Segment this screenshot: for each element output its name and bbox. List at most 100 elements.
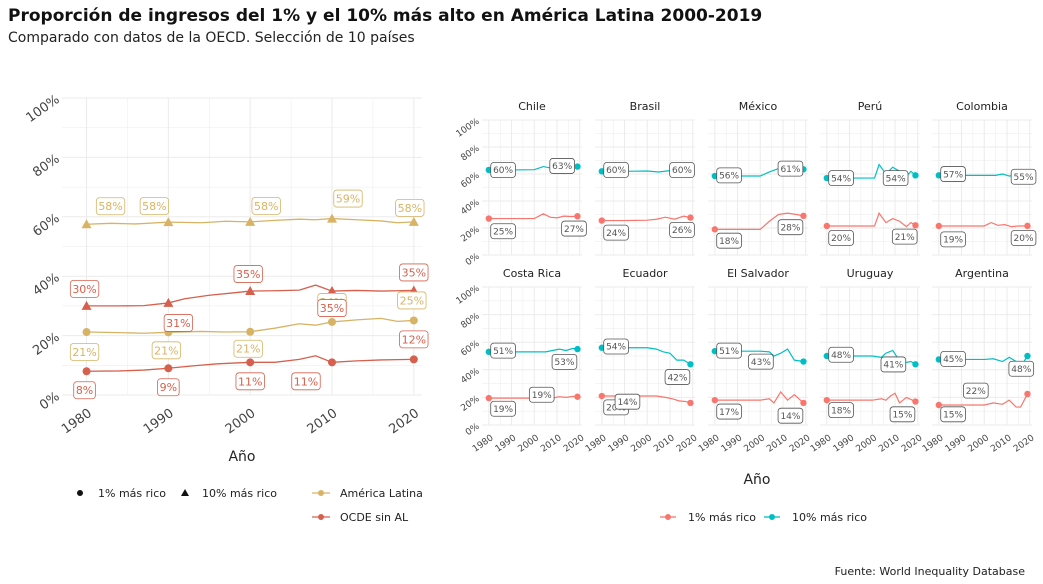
panel-data-label-box xyxy=(614,393,641,410)
facet-x-tick-label: 2010 xyxy=(877,433,902,454)
panel-data-label: 15% xyxy=(943,411,963,421)
panel-data-label-box xyxy=(748,353,774,370)
data-label: 35% xyxy=(320,302,344,315)
panel-data-label: 61% xyxy=(780,165,800,175)
facet-x-tick-label: 1990 xyxy=(832,433,857,454)
data-point-triangle xyxy=(163,297,174,307)
legend-color-icon xyxy=(318,514,324,520)
panel-data-label-box xyxy=(828,170,854,187)
x-tick-label: 1990 xyxy=(141,406,177,437)
legend-color-icon xyxy=(318,490,324,496)
facet-x-tick-label: 2020 xyxy=(900,433,925,454)
panel-data-label: 51% xyxy=(719,347,739,357)
data-point-circle xyxy=(82,367,91,376)
data-point-triangle xyxy=(408,216,419,226)
data-point-circle xyxy=(164,364,173,373)
facet-x-tick-label: 1980 xyxy=(697,433,722,454)
panel-data-label: 57% xyxy=(943,170,963,180)
panel-data-label-box xyxy=(1010,168,1037,185)
panel-data-label: 63% xyxy=(552,162,572,172)
panel-data-label-box xyxy=(889,406,916,423)
facet-y-tick-label: 0% xyxy=(464,251,482,268)
panel-data-label-box xyxy=(891,228,918,245)
panel-data-label-box xyxy=(940,166,966,182)
x-tick-label: 2010 xyxy=(305,406,341,437)
panel-data-label-box xyxy=(716,167,742,184)
panel-data-label-box xyxy=(528,386,555,403)
panel-data-label-box xyxy=(828,402,854,419)
panel-start-point xyxy=(598,392,606,400)
data-label: 35% xyxy=(236,268,260,281)
panel-series-line xyxy=(826,392,916,404)
panel-data-label-box xyxy=(777,407,804,424)
panel-data-label-box xyxy=(1010,230,1037,246)
data-label-box xyxy=(95,197,126,216)
panel-end-point xyxy=(912,222,919,229)
x-tick-label: 1980 xyxy=(59,406,95,437)
legend-label: 10% más rico xyxy=(792,511,867,524)
panel-data-label: 48% xyxy=(1011,365,1031,375)
panel-start-point xyxy=(711,396,719,404)
panel-data-label-box xyxy=(669,162,695,178)
panel-start-point xyxy=(823,396,831,404)
facet-x-tick-label: 2000 xyxy=(516,433,541,454)
data-label: 58% xyxy=(142,200,166,213)
panel-data-label-box xyxy=(963,382,989,399)
panel-data-label-box xyxy=(664,369,691,385)
facet-x-tick-label: 2020 xyxy=(675,433,700,454)
panel-end-point xyxy=(800,212,807,220)
facet-x-tick-label: 1980 xyxy=(584,433,609,454)
data-point-triangle xyxy=(245,286,256,296)
panel-series-line xyxy=(601,215,691,222)
panel-data-label: 41% xyxy=(883,361,903,371)
facet-y-tick-label: 40% xyxy=(459,197,481,217)
panel-start-point xyxy=(935,222,943,230)
panel-data-label: 19% xyxy=(532,391,552,401)
data-label: 21% xyxy=(72,346,96,359)
panel-title: Costa Rica xyxy=(503,267,561,280)
data-label-box xyxy=(233,339,263,358)
panel-title: Brasil xyxy=(630,100,661,113)
series-line xyxy=(86,217,414,225)
facet-x-tick-label: 2000 xyxy=(966,433,991,454)
panel-end-point xyxy=(687,399,694,407)
panel-end-point xyxy=(912,172,919,179)
panel-data-label: 54% xyxy=(886,174,906,184)
data-label: 59% xyxy=(336,193,360,206)
panel-data-label-box xyxy=(1008,360,1035,377)
panel-series-line xyxy=(826,211,916,228)
panel-data-label-box xyxy=(940,350,966,367)
data-point-triangle xyxy=(327,213,337,223)
facet-x-tick-label: 2020 xyxy=(562,433,587,454)
panel-data-label: 54% xyxy=(831,174,851,184)
data-label: 30% xyxy=(72,283,96,296)
facet-y-tick-label: 60% xyxy=(459,170,481,190)
x-tick-label: 2000 xyxy=(223,406,259,437)
panel-series-line xyxy=(488,213,578,220)
facet-y-tick-label: 100% xyxy=(455,283,482,306)
data-point-triangle xyxy=(81,300,92,310)
panel-title: Colombia xyxy=(956,100,1008,113)
facet-x-tick-label: 2000 xyxy=(854,433,879,454)
data-label-box xyxy=(251,196,281,215)
panel-title: Ecuador xyxy=(623,267,668,280)
facet-x-axis-title: Año xyxy=(743,472,770,488)
y-tick-label: 80% xyxy=(30,152,62,181)
panel-data-label: 19% xyxy=(493,405,513,415)
facet-x-tick-label: 2020 xyxy=(1012,433,1037,454)
legend-label: 10% más rico xyxy=(202,487,277,500)
data-label-box xyxy=(333,189,363,208)
panel-start-point xyxy=(711,226,719,233)
panel-series-line xyxy=(714,348,804,363)
panel-title: El Salvador xyxy=(727,267,789,280)
y-tick-label: 0% xyxy=(37,389,62,413)
panel-data-label: 56% xyxy=(719,172,739,182)
x-tick-label: 2020 xyxy=(386,406,422,437)
panel-data-label-box xyxy=(882,170,909,187)
chart-subtitle: Comparado con datos de la OECD. Selecció… xyxy=(8,30,415,46)
panel-end-point xyxy=(912,361,919,368)
panel-data-label: 27% xyxy=(564,225,584,235)
panel-data-label-box xyxy=(777,219,804,236)
data-point-triangle xyxy=(327,286,337,296)
